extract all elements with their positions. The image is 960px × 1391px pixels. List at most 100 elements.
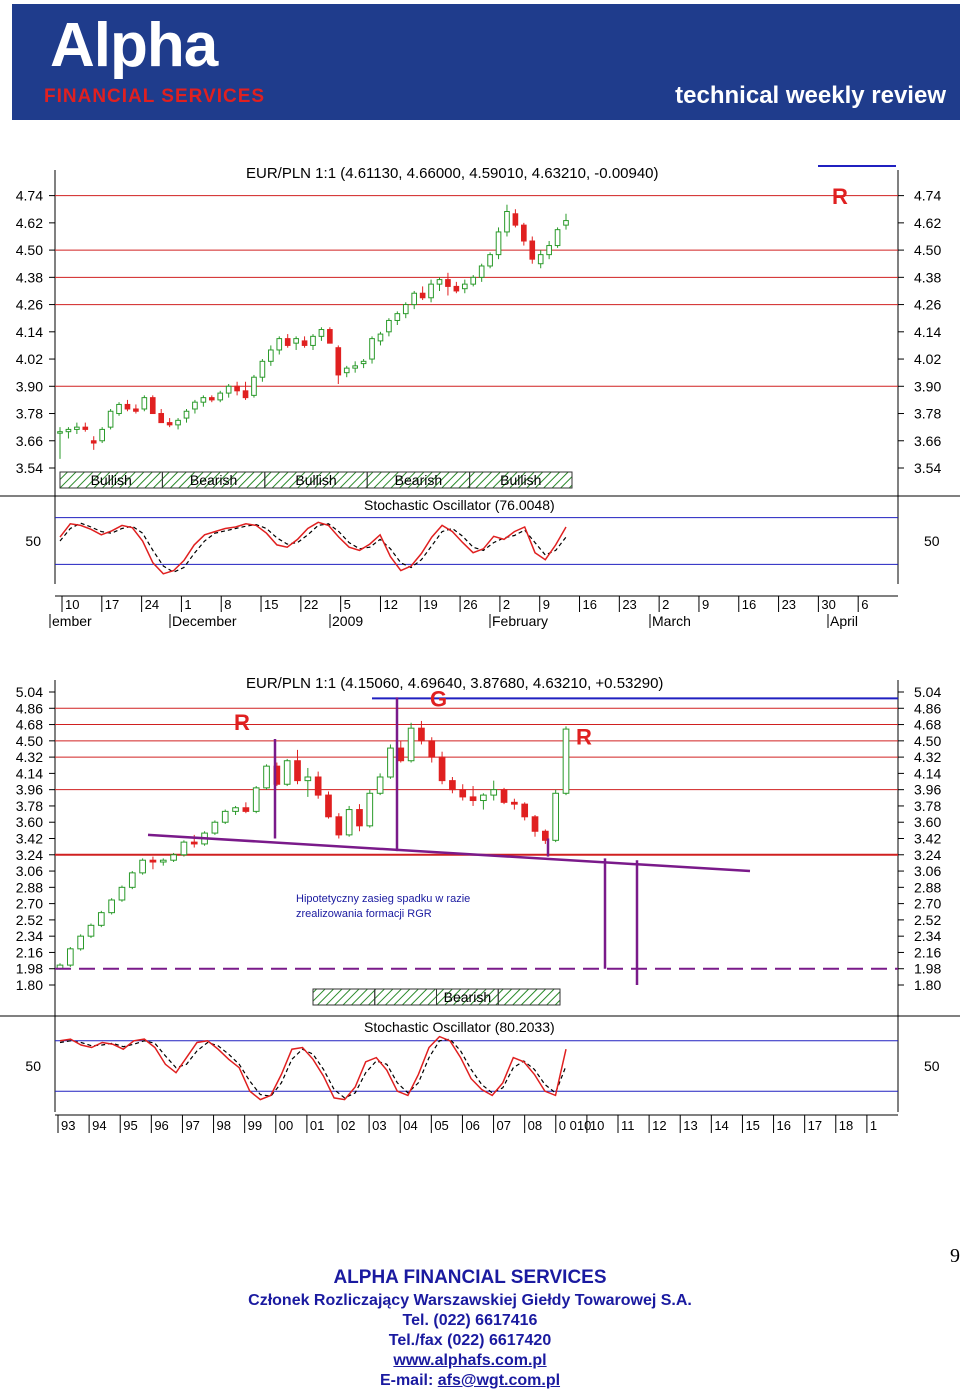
c2-candle-body [366, 792, 374, 827]
c2-ytick-left-13: 2.70 [16, 896, 43, 912]
c2-ytick-right-12: 2.88 [914, 879, 941, 895]
c1-day-tick: 23 [622, 597, 636, 612]
c1-candle-body [65, 428, 72, 433]
c1-candle-body [293, 338, 299, 344]
c2-candle-body [304, 776, 312, 782]
c2-stoch-level-left: 50 [25, 1058, 41, 1074]
c1-day-tick: 2 [503, 597, 510, 612]
footer-email-line: E-mail: afs@wgt.com.pl [0, 1371, 940, 1391]
header-tagline: technical weekly review [675, 82, 946, 109]
c2-ytick-right-16: 2.16 [914, 944, 941, 960]
c1-candle-body [327, 329, 333, 344]
c2-ytick-right-8: 3.60 [914, 814, 941, 830]
c2-candle-body [66, 948, 74, 966]
c2-ytick-left-14: 2.52 [16, 912, 43, 928]
c2-ytick-right-17: 1.98 [914, 961, 941, 977]
c2-year-tick: 10 [590, 1118, 604, 1133]
c2-stoch-k-line [59, 1035, 567, 1101]
c1-day-tick: 2 [662, 597, 669, 612]
c2-year-tick: 93 [61, 1118, 75, 1133]
c2-candle-body [562, 728, 570, 794]
c1-sentiment-label-1: Bearish [190, 472, 237, 488]
c1-ytick-right-4: 4.26 [914, 297, 941, 313]
c2-ytick-right-15: 2.34 [914, 928, 941, 944]
c2-candle-body [283, 760, 291, 785]
c2-candle-body [356, 809, 363, 827]
c2-candle-body [314, 776, 322, 796]
c2-ytick-right-3: 4.50 [914, 733, 941, 749]
footer-email-link[interactable]: afs@wgt.com.pl [437, 1372, 561, 1389]
c2-candle-body [469, 796, 477, 802]
c1-day-tick: 10 [65, 597, 79, 612]
c1-ytick-left-10: 3.54 [16, 460, 43, 476]
c2-year-tick: 12 [652, 1118, 666, 1133]
c2-ytick-left-16: 2.16 [16, 944, 43, 960]
c1-sentiment-label-3: Bearish [395, 472, 442, 488]
c1-stoch-level-left: 50 [25, 533, 41, 549]
c1-candle-body [284, 338, 291, 346]
c1-day-tick: 9 [702, 597, 709, 612]
c2-note-line-1: Hipotetyczny zasieg spadku w razie [296, 893, 470, 905]
c1-stoch-title: Stochastic Oscillator (76.0048) [364, 497, 555, 513]
header-banner: Alpha FINANCIAL SERVICES technical weekl… [12, 4, 960, 120]
c2-candle-body [531, 816, 539, 832]
c1-candle-body [234, 385, 240, 392]
c2-stoch-d-line [59, 1038, 567, 1099]
c2-ytick-left-1: 4.86 [16, 700, 43, 716]
c2-sentiment-bar-1 [374, 988, 437, 1006]
c1-candle-body [504, 211, 510, 233]
c2-ytick-right-5: 4.14 [914, 765, 941, 781]
c1-candle-body [192, 401, 198, 410]
c1-day-tick: 17 [105, 597, 119, 612]
c2-candle-body [77, 935, 84, 950]
c1-day-tick: 16 [583, 597, 597, 612]
c1-day-tick: 6 [861, 597, 868, 612]
footer-company: ALPHA FINANCIAL SERVICES [333, 1267, 607, 1288]
c2-candle-body [397, 747, 405, 762]
c1-candle-body [82, 426, 89, 430]
c2-sentiment-bar-3 [497, 988, 561, 1006]
c2-ytick-right-13: 2.70 [914, 896, 941, 912]
c2-ytick-left-10: 3.24 [16, 847, 43, 863]
c2-candle-body [335, 816, 343, 836]
c1-month-label: March [652, 613, 691, 629]
c2-candle-body [459, 789, 467, 798]
c2-ytick-left-9: 3.42 [16, 831, 43, 847]
c1-day-tick: 15 [264, 597, 278, 612]
c1-candle-body [141, 397, 148, 410]
footer-website-link[interactable]: www.alphafs.com.pl [393, 1352, 547, 1369]
c1-candle-body [217, 392, 224, 401]
c1-candle-body [251, 376, 257, 396]
c1-candle-body [529, 240, 536, 260]
footer: ALPHA FINANCIAL SERVICES Członek Rozlicz… [0, 1265, 940, 1391]
c1-day-tick: 23 [782, 597, 796, 612]
c2-candle-body [542, 830, 549, 841]
c1-month-label: ember [52, 613, 92, 629]
c1-candle-body [428, 283, 434, 299]
c1-candle-body [495, 231, 502, 256]
c2-candle-body [87, 924, 95, 937]
c1-candle-body [225, 385, 232, 394]
c2-ytick-left-17: 1.98 [16, 961, 43, 977]
c1-candle-body [74, 426, 80, 430]
c1-month-label: December [172, 613, 237, 629]
page-number: 9 [950, 1245, 960, 1267]
logo-subtitle: FINANCIAL SERVICES [44, 86, 266, 107]
c1-candle-body [487, 254, 493, 267]
c2-ytick-right-2: 4.68 [914, 717, 941, 733]
c2-ytick-left-5: 4.14 [16, 765, 43, 781]
c1-candle-body [183, 410, 190, 419]
c2-candle-body [490, 789, 498, 796]
c1-candle-body [268, 349, 274, 362]
c1-candle-body [369, 338, 375, 360]
c2-year-tick: 15 [745, 1118, 759, 1133]
c2-candle-body [170, 854, 177, 861]
c1-candle-body [301, 340, 308, 346]
c1-ytick-left-5: 4.14 [16, 324, 43, 340]
c1-candle-body [310, 335, 316, 346]
c1-ytick-left-3: 4.38 [16, 269, 43, 285]
c1-ytick-right-0: 4.74 [914, 188, 941, 204]
c1-day-tick: 16 [742, 597, 756, 612]
c2-candle-body [480, 794, 487, 802]
c2-candle-body [118, 886, 126, 901]
